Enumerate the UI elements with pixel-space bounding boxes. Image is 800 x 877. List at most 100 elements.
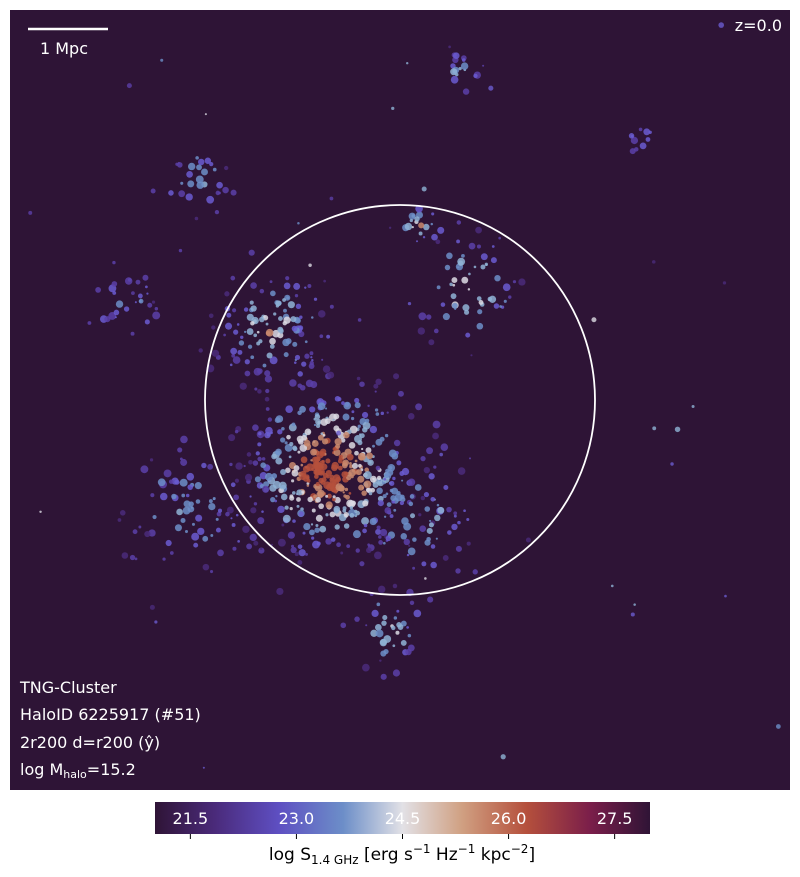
emission-blob — [162, 557, 166, 561]
emission-blob — [363, 471, 372, 480]
emission-blob — [369, 517, 377, 526]
emission-blob — [253, 540, 259, 546]
emission-blob — [342, 462, 348, 469]
emission-blob — [285, 467, 291, 474]
text-part: kpc — [475, 845, 510, 865]
emission-blob — [237, 349, 243, 355]
emission-blob — [299, 384, 306, 391]
emission-blob — [406, 61, 409, 65]
emission-blob — [488, 85, 494, 91]
emission-blob — [630, 134, 634, 138]
emission-blob — [249, 495, 252, 498]
emission-blob — [231, 353, 236, 358]
emission-blob — [287, 301, 295, 309]
emission-blob — [378, 539, 384, 545]
emission-blob — [431, 233, 438, 241]
emission-blob — [294, 294, 299, 298]
emission-blob — [411, 225, 414, 229]
emission-blob — [381, 620, 387, 626]
emission-blob — [226, 312, 232, 318]
emission-blob — [430, 544, 436, 549]
emission-blob — [397, 624, 404, 631]
emission-blob — [331, 461, 339, 470]
emission-blob — [234, 429, 239, 434]
emission-blob — [724, 594, 727, 598]
emission-blob — [361, 490, 367, 496]
emission-blob — [361, 447, 364, 451]
emission-blob — [289, 379, 297, 387]
emission-blob — [285, 276, 290, 281]
emission-blob — [210, 534, 214, 537]
emission-blob — [217, 508, 223, 513]
emission-blob — [334, 395, 341, 402]
emission-blob — [285, 405, 293, 414]
emission-blob — [228, 434, 236, 442]
emission-blob — [329, 196, 334, 201]
emission-blob — [310, 356, 313, 359]
emission-blob — [426, 536, 431, 542]
emission-blob — [243, 307, 249, 312]
emission-blob — [418, 231, 423, 236]
emission-blob — [346, 544, 351, 549]
emission-blob — [336, 542, 341, 548]
emission-blob — [389, 514, 394, 518]
emission-blob — [416, 240, 419, 243]
emission-blob — [187, 162, 196, 171]
emission-blob — [149, 458, 154, 462]
emission-blob — [202, 563, 210, 571]
emission-blob — [300, 463, 304, 467]
emission-blob — [187, 505, 195, 513]
emission-blob — [363, 480, 372, 489]
text-part: [erg s — [359, 845, 413, 865]
emission-blob — [289, 442, 294, 447]
emission-blob — [308, 263, 312, 267]
emission-blob — [216, 511, 222, 517]
emission-blob — [349, 462, 352, 465]
emission-blob — [252, 424, 259, 431]
emission-blob — [307, 496, 313, 503]
emission-blob — [202, 535, 209, 542]
emission-blob — [208, 499, 213, 504]
emission-blob — [399, 471, 405, 477]
emission-blob — [257, 517, 265, 525]
emission-blob — [311, 508, 316, 513]
emission-blob — [135, 279, 141, 285]
emission-blob — [104, 316, 111, 323]
emission-blob — [375, 629, 384, 638]
subscript: 1.4 GHz — [311, 853, 359, 867]
emission-blob — [249, 300, 254, 305]
emission-blob — [366, 547, 372, 554]
emission-blob — [255, 451, 260, 456]
colorbar-ticks: 21.5 23.0 24.5 26.0 27.5 — [173, 809, 632, 839]
colorbar-tick-label: 21.5 — [173, 809, 209, 828]
emission-blob — [475, 226, 482, 234]
emission-blob — [473, 265, 477, 269]
emission-blob — [258, 431, 262, 436]
emission-blob — [436, 285, 441, 290]
emission-blob — [457, 520, 461, 525]
emission-blob — [300, 456, 308, 464]
emission-blob — [499, 305, 502, 308]
emission-blob — [175, 162, 179, 166]
emission-blob — [121, 552, 129, 559]
emission-blob — [229, 462, 233, 467]
emission-blob — [375, 528, 382, 535]
emission-blob — [250, 507, 257, 514]
emission-blob — [297, 410, 302, 416]
emission-blob — [310, 523, 314, 526]
emission-blob — [275, 300, 282, 307]
emission-blob — [285, 338, 292, 345]
emission-blob — [468, 272, 471, 276]
emission-blob — [357, 440, 363, 446]
emission-blob — [423, 466, 430, 474]
emission-blob — [348, 492, 352, 495]
emission-blob — [651, 260, 656, 264]
emission-blob — [230, 275, 236, 281]
emission-blob — [477, 309, 483, 315]
emission-blob — [319, 525, 327, 533]
emission-blob — [240, 335, 244, 340]
emission-blob — [174, 524, 182, 532]
emission-blob — [392, 644, 396, 648]
emission-blob — [451, 302, 458, 309]
colorbar-label: log S1.4 GHz [erg s−1 Hz−1 kpc−2] — [269, 842, 535, 867]
